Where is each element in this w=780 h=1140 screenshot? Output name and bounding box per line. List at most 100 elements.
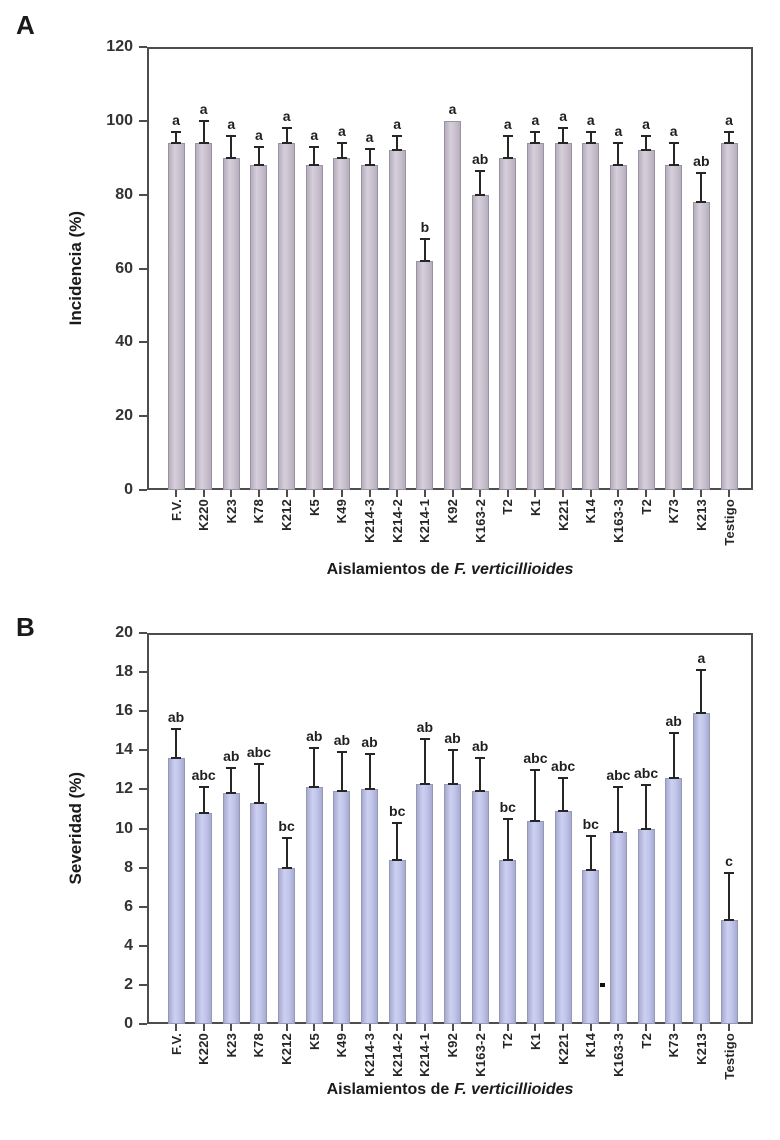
y-axis-title: Severidad (%) [62, 633, 90, 1024]
error-bar-stem [728, 131, 730, 143]
x-category-label-text: F.V. [168, 499, 184, 522]
x-axis-title-plain: Aislamientos de [326, 561, 450, 578]
x-category-label-text: K1 [527, 1033, 543, 1051]
error-bar-cap-top [585, 130, 596, 133]
x-category-label-text: K5 [306, 499, 322, 517]
x-category-label-text: K5 [306, 1033, 322, 1051]
error-bar-stem [396, 822, 399, 860]
y-axis-tick [139, 632, 147, 634]
error-bar-cap-bottom [392, 858, 403, 861]
y-tick-label: 0 [124, 1015, 133, 1032]
error-bar-cap-top [226, 766, 237, 769]
y-axis-tick [139, 489, 147, 491]
error-bar-cap-top [475, 169, 486, 172]
significance-letter: abc [246, 743, 271, 760]
significance-letter: a [282, 108, 291, 125]
x-category-label: T2 [499, 1033, 517, 1113]
x-axis-tick [423, 490, 426, 497]
x-axis-title: Aislamientos de F. verticillioides [147, 1080, 753, 1100]
error-bar-cap-top [364, 147, 375, 150]
x-category-label-text: K23 [223, 499, 239, 524]
error-bar-stem [340, 142, 343, 158]
error-bar-cap-top [502, 134, 513, 137]
x-axis-tick [175, 1024, 177, 1031]
x-category-label-text: K23 [223, 1033, 239, 1058]
significance-letter: bc [278, 818, 295, 835]
error-bar-cap-bottom [281, 141, 292, 144]
bar [554, 810, 572, 1024]
error-bar-stem [175, 728, 177, 759]
x-axis-tick [506, 1024, 509, 1031]
x-axis-tick [479, 1024, 482, 1031]
x-category-label-text: K1 [527, 499, 543, 517]
x-axis-tick [285, 490, 288, 497]
error-bar-stem [700, 670, 703, 714]
significance-letter: a [227, 115, 236, 132]
x-category-label: K163-3 [609, 1033, 627, 1113]
error-bar-cap-top [336, 141, 347, 144]
significance-letter: a [172, 111, 180, 128]
error-bar-stem [202, 787, 205, 813]
error-bar-cap-bottom [475, 193, 486, 196]
error-bar-stem [257, 763, 260, 804]
x-category-label: K163-2 [471, 1033, 489, 1113]
x-category-label-text: K214-1 [417, 1033, 433, 1077]
error-bar-stem [672, 732, 675, 778]
y-axis-tick [139, 1023, 147, 1025]
y-axis-title-text: Severidad (%) [66, 772, 85, 885]
significance-letter: a [586, 111, 595, 128]
x-axis-tick [396, 490, 399, 497]
x-axis-tick [534, 1024, 537, 1031]
x-category-label: F.V. [167, 1033, 185, 1113]
error-bar-stem [617, 787, 620, 833]
error-bar-cap-top [253, 145, 264, 148]
panel-letter: B [16, 612, 35, 642]
error-bar-cap-top [613, 786, 624, 789]
x-category-label-text: T2 [500, 499, 516, 515]
x-category-label-text: F.V. [168, 1033, 184, 1056]
error-bar-cap-top [558, 776, 569, 779]
error-bar-cap-bottom [198, 811, 209, 814]
x-category-label-text: K212 [279, 1033, 295, 1065]
significance-letter: abc [523, 749, 548, 766]
bar [692, 202, 710, 490]
error-bar-cap-top [724, 872, 734, 875]
x-axis-tick [202, 1024, 205, 1031]
x-axis-tick [728, 1024, 730, 1031]
x-category-label: K5 [305, 1033, 323, 1113]
error-bar-cap-bottom [336, 790, 347, 793]
error-bar-stem [202, 120, 205, 143]
error-bar-cap-top [585, 835, 596, 838]
error-bar-stem [645, 135, 648, 151]
x-category-label: K14 [582, 1033, 600, 1113]
error-bar-cap-bottom [530, 141, 541, 144]
error-bar-cap-bottom [724, 141, 734, 144]
significance-letter: a [642, 115, 650, 132]
bar [195, 142, 213, 490]
x-category-label-text: K213 [693, 499, 709, 531]
error-bar-cap-bottom [281, 866, 292, 869]
significance-letter: ab [306, 728, 323, 745]
significance-letter: ab [361, 734, 378, 751]
error-bar-cap-top [613, 141, 624, 144]
bar [720, 142, 738, 490]
x-category-label-text: T2 [638, 1033, 654, 1049]
significance-letter: bc [499, 798, 516, 815]
bar [416, 261, 434, 490]
x-axis-tick [257, 1024, 260, 1031]
significance-letter: a [199, 100, 208, 117]
x-category-label-text: K213 [693, 1033, 709, 1065]
error-bar-cap-bottom [558, 809, 569, 812]
x-category-label-text: K214-3 [362, 499, 378, 543]
error-bar-stem [589, 131, 592, 143]
y-axis-tick [139, 267, 147, 270]
error-bar-cap-bottom [364, 788, 375, 791]
x-category-label-text: K78 [251, 499, 267, 524]
error-bar-stem [506, 135, 509, 158]
y-axis-tick [139, 193, 147, 196]
bar [222, 157, 240, 490]
y-tick-label: 14 [115, 741, 133, 759]
x-axis-tick [534, 490, 537, 497]
significance-letter: ab [416, 718, 434, 735]
y-tick-label: 8 [124, 858, 133, 876]
